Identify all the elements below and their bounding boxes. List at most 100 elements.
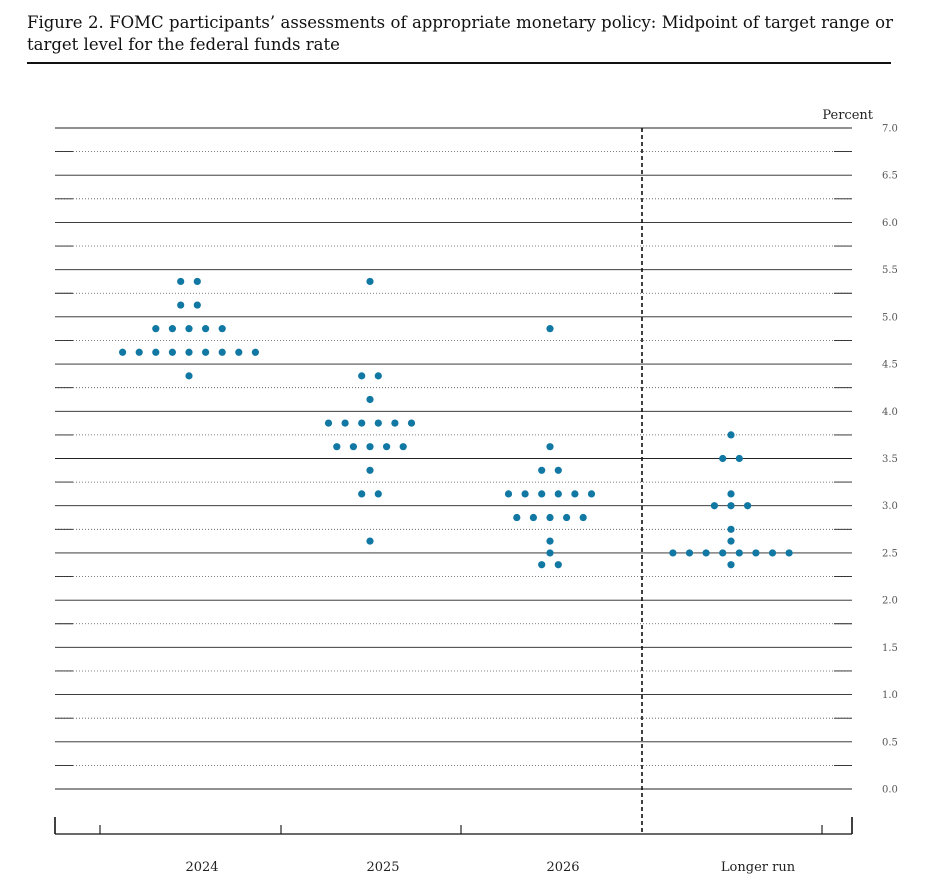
participant-dot: [202, 325, 210, 333]
y-tick-label: 4.0: [882, 407, 898, 418]
participant-dot: [752, 549, 760, 557]
x-category-label: 2026: [546, 860, 579, 875]
participant-dot: [349, 443, 357, 451]
participant-dot: [168, 348, 176, 356]
participant-dot: [727, 490, 735, 498]
participant-dot: [399, 443, 407, 451]
participant-dot: [177, 277, 185, 286]
participant-dot: [374, 490, 382, 498]
participant-dot: [546, 325, 554, 333]
participant-dot: [546, 513, 554, 522]
participant-dot: [727, 537, 735, 545]
participant-dot: [193, 277, 201, 286]
participant-dot: [669, 549, 677, 557]
participant-dot: [366, 277, 374, 286]
participant-dot: [324, 419, 333, 427]
y-tick-label: 3.0: [882, 501, 898, 512]
participant-dot: [744, 502, 752, 510]
participant-dot: [727, 502, 735, 510]
participant-dot: [366, 466, 374, 474]
participant-dot: [366, 443, 374, 451]
participant-dot: [785, 549, 793, 557]
participant-dot: [735, 549, 743, 557]
participant-dot: [407, 419, 416, 427]
y-tick-label: 1.5: [882, 643, 898, 654]
participant-dot: [719, 549, 727, 557]
participant-dot: [135, 348, 143, 356]
participant-dot: [177, 301, 185, 309]
dot-series: [119, 277, 793, 569]
participant-dot: [563, 513, 571, 522]
participant-dot: [152, 348, 160, 356]
participant-dot: [710, 502, 719, 510]
y-tick-label: 5.0: [882, 312, 898, 323]
y-tick-label: 0.5: [882, 737, 898, 748]
figure-title: Figure 2. FOMC participants’ assessments…: [27, 13, 893, 54]
participant-dot: [579, 513, 587, 522]
y-tick-label: 6.5: [882, 171, 898, 182]
participant-dot: [529, 513, 538, 522]
x-category-label: 2024: [185, 860, 218, 875]
participant-dot: [168, 325, 176, 333]
y-tick-label: 4.5: [882, 360, 898, 371]
participant-dot: [193, 301, 201, 309]
participant-dot: [735, 454, 743, 463]
y-tick-label: 3.5: [882, 454, 898, 465]
participant-dot: [768, 549, 777, 557]
y-tick-label: 6.0: [882, 218, 898, 229]
participant-dot: [218, 348, 226, 356]
participant-dot: [341, 419, 349, 427]
participant-dot: [383, 443, 391, 451]
participant-dot: [358, 490, 366, 498]
participant-dot: [185, 325, 193, 333]
participant-dot: [571, 490, 579, 498]
participant-dot: [546, 549, 554, 557]
participant-dot: [554, 490, 562, 498]
participant-dot: [185, 372, 193, 380]
participant-dot: [218, 325, 226, 333]
participant-dot: [538, 466, 546, 474]
participant-dot: [152, 325, 160, 333]
participant-dot: [538, 490, 546, 498]
grid-lines: [55, 127, 852, 790]
participant-dot: [185, 348, 193, 356]
participant-dot: [513, 513, 521, 522]
participant-dot: [554, 561, 562, 569]
participant-dot: [235, 348, 243, 356]
participant-dot: [504, 490, 513, 498]
participant-dot: [727, 561, 735, 569]
y-axis-unit-label: Percent: [822, 108, 873, 123]
title-rule: [27, 62, 891, 64]
participant-dot: [685, 549, 694, 557]
participant-dot: [119, 348, 127, 356]
x-category-label: 2025: [366, 860, 399, 875]
participant-dot: [727, 431, 735, 439]
participant-dot: [374, 372, 382, 380]
participant-dot: [251, 348, 259, 356]
participant-dot: [374, 419, 382, 427]
participant-dot: [366, 395, 374, 404]
participant-dot: [546, 443, 554, 451]
participant-dot: [546, 537, 554, 545]
participant-dot: [333, 443, 341, 451]
participant-dot: [587, 490, 596, 498]
participant-dot: [702, 549, 710, 557]
x-axis: 2024 2025 2026 Longer run: [54, 128, 853, 875]
y-axis-tick-labels: 0.0 0.5 1.0 1.5 2.0 2.5 3.0 3.5 4.0 4.5 5.0 5.5 6.0 6…: [882, 124, 898, 796]
y-tick-label: 0.0: [882, 785, 898, 796]
participant-dot: [358, 419, 366, 427]
participant-dot: [358, 372, 366, 380]
y-tick-label: 7.0: [882, 124, 898, 135]
participant-dot: [202, 348, 210, 356]
y-tick-label: 5.5: [882, 265, 898, 276]
x-category-label: Longer run: [721, 860, 796, 875]
participant-dot: [554, 466, 562, 474]
participant-dot: [538, 561, 546, 569]
participant-dot: [521, 490, 529, 498]
y-tick-label: 2.5: [882, 548, 898, 559]
participant-dot: [391, 419, 399, 427]
participant-dot: [366, 537, 374, 545]
y-tick-label: 2.0: [882, 596, 898, 607]
y-tick-label: 1.0: [882, 690, 898, 701]
